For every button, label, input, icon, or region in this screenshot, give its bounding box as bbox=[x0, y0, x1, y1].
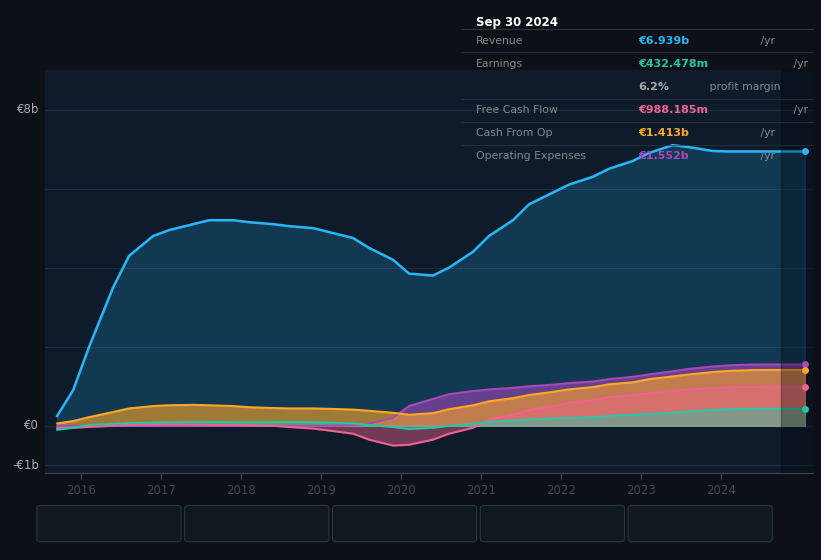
Text: /yr: /yr bbox=[791, 59, 809, 69]
Text: Free Cash Flow: Free Cash Flow bbox=[361, 519, 439, 529]
Text: profit margin: profit margin bbox=[706, 82, 780, 92]
Text: Revenue: Revenue bbox=[66, 519, 111, 529]
Text: Sep 30 2024: Sep 30 2024 bbox=[475, 16, 557, 29]
Text: -€1b: -€1b bbox=[12, 459, 39, 472]
Text: 6.2%: 6.2% bbox=[638, 82, 669, 92]
Text: /yr: /yr bbox=[756, 36, 774, 46]
Text: Revenue: Revenue bbox=[475, 36, 523, 46]
Text: Free Cash Flow: Free Cash Flow bbox=[475, 105, 557, 115]
Text: ●: ● bbox=[638, 519, 646, 529]
Text: Earnings: Earnings bbox=[475, 59, 523, 69]
Text: €1.413b: €1.413b bbox=[638, 128, 689, 138]
Text: Operating Expenses: Operating Expenses bbox=[475, 151, 585, 161]
Text: Earnings: Earnings bbox=[213, 519, 259, 529]
Bar bbox=[781, 70, 817, 473]
Text: /yr: /yr bbox=[756, 151, 774, 161]
Text: ●: ● bbox=[47, 519, 55, 529]
Text: €0: €0 bbox=[24, 419, 39, 432]
Text: /yr: /yr bbox=[791, 105, 809, 115]
Text: €988.185m: €988.185m bbox=[638, 105, 708, 115]
Text: ●: ● bbox=[195, 519, 203, 529]
Text: Cash From Op: Cash From Op bbox=[509, 519, 582, 529]
Text: ●: ● bbox=[490, 519, 498, 529]
Text: €6.939b: €6.939b bbox=[638, 36, 689, 46]
Text: Cash From Op: Cash From Op bbox=[475, 128, 552, 138]
Text: ●: ● bbox=[342, 519, 351, 529]
Text: /yr: /yr bbox=[756, 128, 774, 138]
Text: €8b: €8b bbox=[16, 103, 39, 116]
Text: €1.552b: €1.552b bbox=[638, 151, 689, 161]
Text: Operating Expenses: Operating Expenses bbox=[657, 519, 762, 529]
Text: €432.478m: €432.478m bbox=[638, 59, 708, 69]
